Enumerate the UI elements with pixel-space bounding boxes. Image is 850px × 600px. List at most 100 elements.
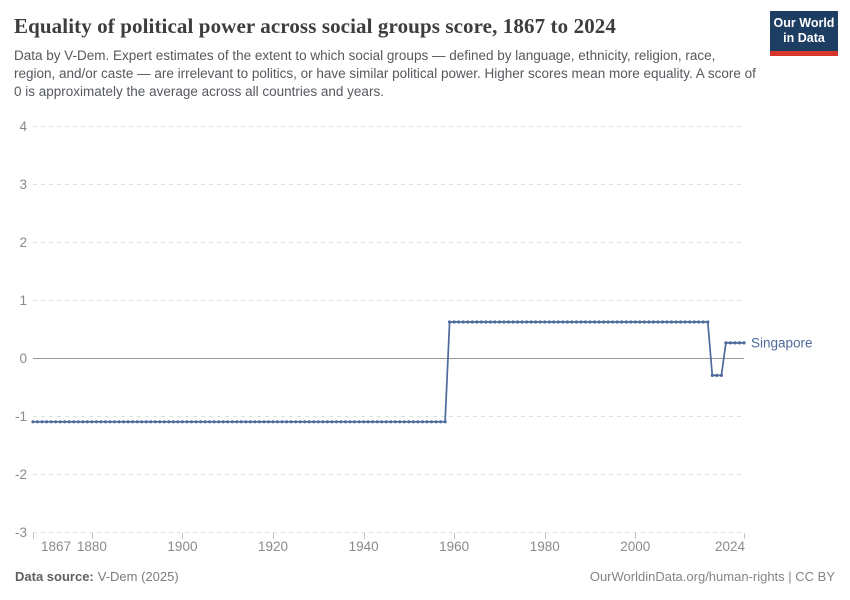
data-point[interactable] [461, 320, 465, 324]
data-point[interactable] [108, 420, 112, 424]
data-point[interactable] [561, 320, 565, 324]
data-point[interactable] [656, 320, 660, 324]
data-point[interactable] [384, 420, 388, 424]
data-point[interactable] [538, 320, 542, 324]
data-point[interactable] [420, 420, 425, 424]
data-point[interactable] [253, 420, 257, 424]
data-point[interactable] [679, 320, 683, 324]
data-point[interactable] [602, 320, 606, 324]
data-point[interactable] [366, 420, 370, 424]
data-point[interactable] [570, 320, 574, 324]
data-point[interactable] [257, 420, 261, 424]
data-point[interactable] [271, 420, 275, 424]
data-point[interactable] [742, 341, 746, 345]
data-point[interactable] [624, 320, 628, 324]
data-point[interactable] [280, 420, 284, 424]
data-point[interactable] [58, 420, 62, 424]
data-point[interactable] [719, 373, 724, 377]
data-point[interactable] [76, 420, 80, 424]
data-point[interactable] [94, 420, 98, 424]
data-point[interactable] [393, 420, 397, 424]
data-point[interactable] [248, 420, 252, 424]
data-point[interactable] [348, 420, 352, 424]
data-point[interactable] [226, 420, 230, 424]
data-point[interactable] [185, 420, 189, 424]
data-point[interactable] [180, 420, 184, 424]
data-point[interactable] [516, 320, 520, 324]
data-point[interactable] [316, 420, 320, 424]
data-point[interactable] [448, 320, 452, 324]
data-point[interactable] [72, 420, 76, 424]
data-point[interactable] [158, 420, 162, 424]
data-point[interactable] [176, 420, 180, 424]
data-point[interactable] [647, 320, 651, 324]
data-point[interactable] [312, 420, 316, 424]
data-point[interactable] [543, 320, 547, 324]
data-point[interactable] [339, 420, 343, 424]
data-point[interactable] [239, 420, 243, 424]
data-point[interactable] [85, 420, 89, 424]
data-point[interactable] [189, 420, 194, 424]
data-point[interactable] [425, 420, 429, 424]
data-point[interactable] [470, 320, 474, 324]
data-point[interactable] [434, 420, 438, 424]
data-point[interactable] [565, 320, 570, 324]
data-point[interactable] [484, 320, 488, 324]
data-point[interactable] [380, 420, 384, 424]
data-point[interactable] [371, 420, 375, 424]
data-point[interactable] [54, 420, 58, 424]
data-point[interactable] [638, 320, 642, 324]
data-point[interactable] [701, 320, 705, 324]
data-point[interactable] [285, 420, 289, 424]
data-point[interactable] [330, 420, 334, 424]
data-point[interactable] [131, 420, 135, 424]
data-point[interactable] [389, 420, 393, 424]
data-point[interactable] [298, 420, 302, 424]
data-point[interactable] [502, 320, 506, 324]
data-point[interactable] [443, 420, 447, 424]
data-point[interactable] [40, 420, 44, 424]
data-point[interactable] [244, 420, 248, 424]
owid-logo[interactable]: Our World in Data [770, 11, 838, 56]
data-point[interactable] [674, 320, 678, 324]
data-point[interactable] [144, 420, 148, 424]
data-point[interactable] [688, 320, 692, 324]
data-point[interactable] [167, 420, 171, 424]
data-point[interactable] [552, 320, 556, 324]
data-point[interactable] [199, 420, 203, 424]
data-point[interactable] [31, 420, 35, 424]
data-point[interactable] [63, 420, 67, 424]
data-point[interactable] [35, 420, 40, 424]
data-point[interactable] [45, 420, 49, 424]
data-point[interactable] [126, 420, 130, 424]
data-point[interactable] [728, 341, 733, 345]
data-point[interactable] [620, 320, 624, 324]
data-point[interactable] [697, 320, 701, 324]
data-point[interactable] [67, 420, 71, 424]
data-point[interactable] [221, 420, 225, 424]
data-point[interactable] [235, 420, 239, 424]
data-point[interactable] [90, 420, 94, 424]
data-point[interactable] [416, 420, 420, 424]
data-point[interactable] [411, 420, 415, 424]
data-point[interactable] [334, 420, 338, 424]
data-point[interactable] [534, 320, 538, 324]
data-point[interactable] [615, 320, 619, 324]
data-point[interactable] [597, 320, 601, 324]
data-point[interactable] [683, 320, 687, 324]
data-point[interactable] [556, 320, 560, 324]
data-point[interactable] [737, 341, 742, 345]
data-point[interactable] [692, 320, 696, 324]
data-point[interactable] [294, 420, 298, 424]
data-point[interactable] [81, 420, 85, 424]
data-point[interactable] [466, 320, 470, 324]
data-point[interactable] [275, 420, 280, 424]
data-point[interactable] [606, 320, 610, 324]
data-point[interactable] [122, 420, 126, 424]
data-point[interactable] [217, 420, 221, 424]
data-point[interactable] [112, 420, 117, 424]
series-label-singapore[interactable]: Singapore [751, 335, 813, 350]
data-point[interactable] [439, 420, 443, 424]
data-point[interactable] [208, 420, 212, 424]
